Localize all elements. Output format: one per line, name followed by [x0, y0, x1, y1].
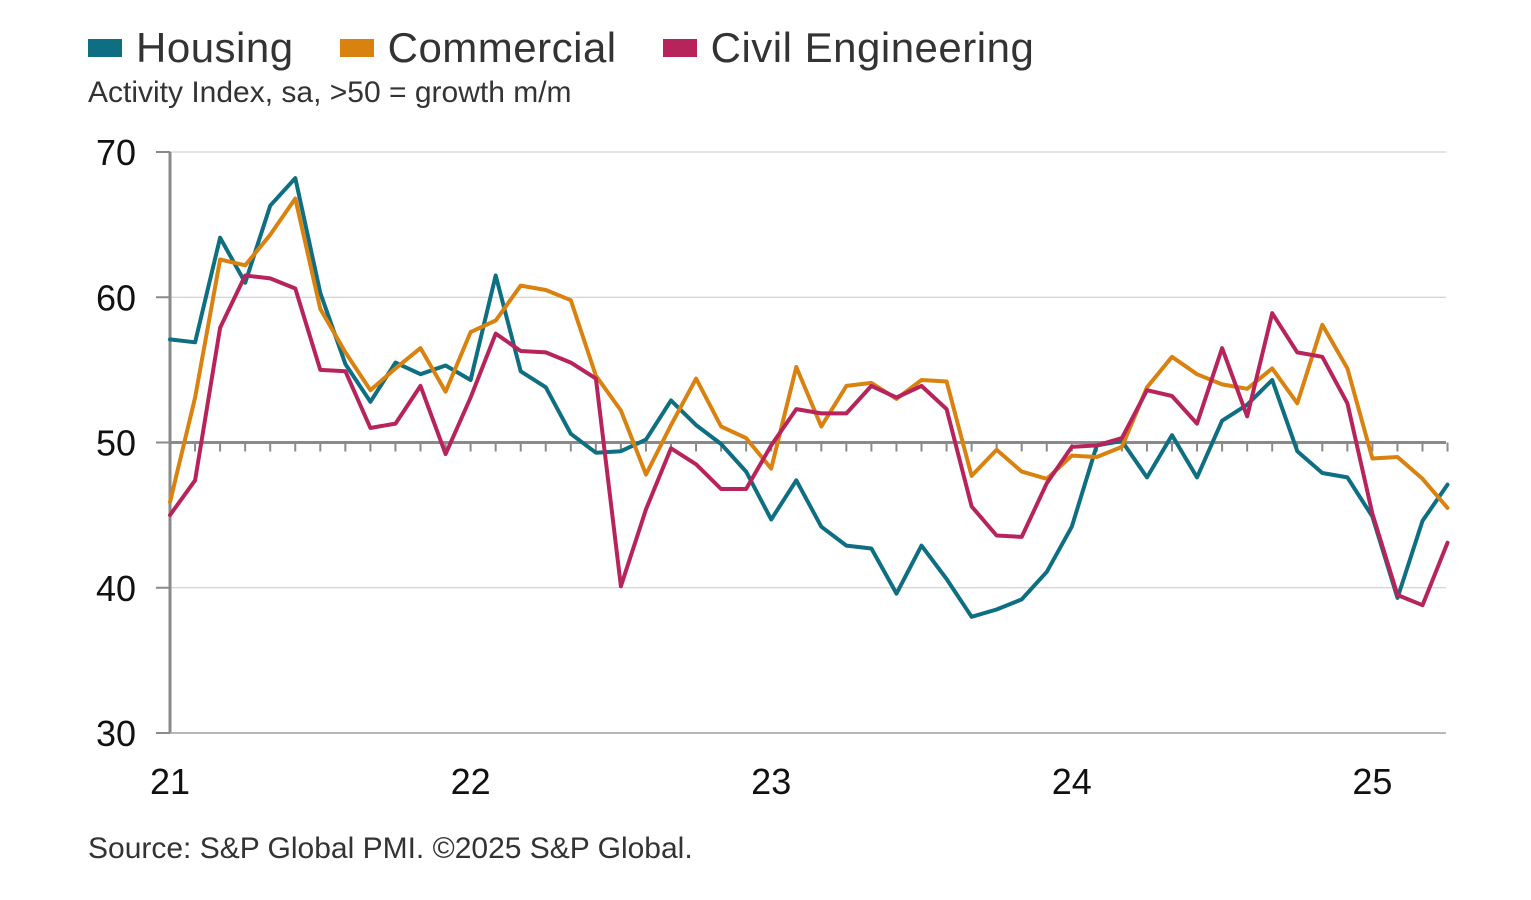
x-tick-label-22: 22 — [451, 761, 491, 802]
chart-subtitle: Activity Index, sa, >50 = growth m/m — [88, 76, 572, 109]
legend-item-commercial[interactable]: Commercial — [339, 24, 617, 72]
y-tick-label-60: 60 — [96, 277, 136, 318]
x-tick-label-25: 25 — [1352, 761, 1392, 802]
legend-item-civil-engineering[interactable]: Civil Engineering — [662, 24, 1035, 72]
series-line-civil-engineering — [168, 273, 1450, 608]
y-tick-label-40: 40 — [96, 568, 136, 609]
legend-item-housing[interactable]: Housing — [88, 24, 294, 72]
series-line-commercial — [168, 196, 1450, 510]
x-tick-label-23: 23 — [751, 761, 791, 802]
x-tick-label-21: 21 — [150, 761, 190, 802]
y-tick-label-30: 30 — [96, 713, 136, 754]
legend-label-commercial: Commercial — [387, 24, 617, 71]
y-tick-label-70: 70 — [96, 132, 136, 173]
x-tick-label-24: 24 — [1052, 761, 1092, 802]
chart-legend: Housing Commercial Civil Engineering — [88, 24, 1080, 72]
legend-label-housing: Housing — [136, 24, 294, 71]
legend-swatch-housing — [88, 39, 122, 57]
legend-swatch-civil-engineering — [662, 39, 697, 57]
legend-swatch-commercial — [339, 39, 374, 57]
series-line-housing — [168, 176, 1450, 619]
source-note: Source: S&P Global PMI. ©2025 S&P Global… — [88, 832, 693, 865]
legend-label-civil-engineering: Civil Engineering — [710, 24, 1035, 71]
y-tick-label-50: 50 — [96, 423, 136, 464]
